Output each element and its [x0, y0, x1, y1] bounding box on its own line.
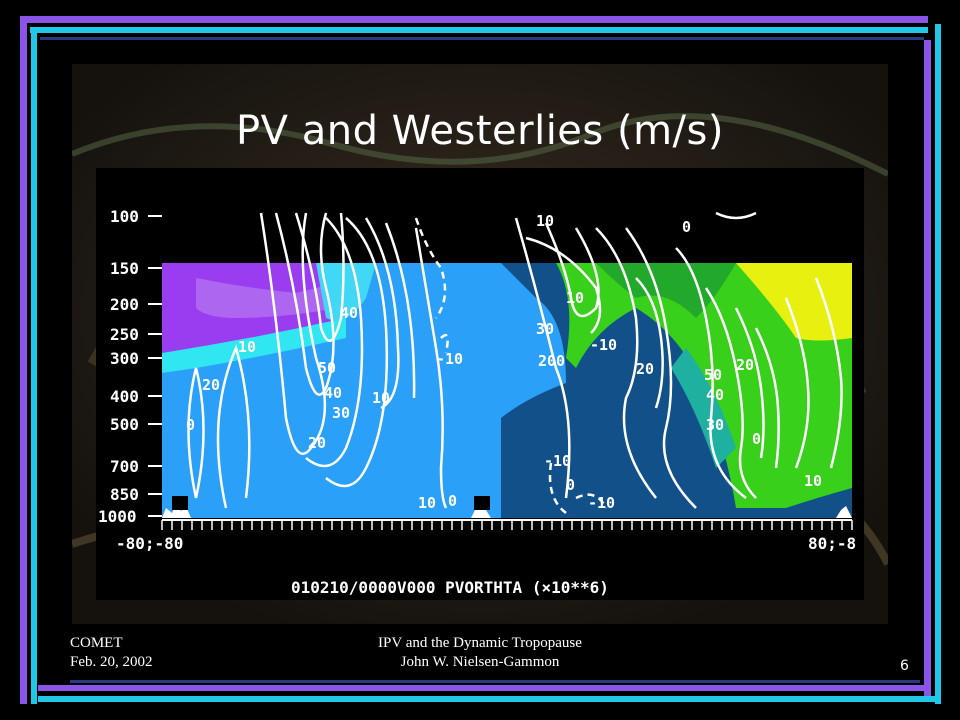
contour-label: 10	[566, 289, 584, 307]
contour-label: 0	[682, 218, 691, 236]
contour-label: 200	[538, 352, 565, 370]
pressure-tick-label: 150	[110, 259, 139, 278]
slide-title: PV and Westerlies (m/s)	[236, 108, 724, 154]
contour-label: 20	[736, 356, 754, 374]
pressure-tick-label: 300	[110, 349, 139, 368]
pressure-tick-label: 250	[110, 325, 139, 344]
contour-label: 0	[752, 430, 761, 448]
pressure-tick-label: 1000	[98, 507, 137, 526]
pressure-tick-label: 700	[110, 457, 139, 476]
contour-label: 20	[308, 434, 326, 452]
pv-field-lavender	[196, 278, 336, 318]
contour-label: 10	[372, 389, 390, 407]
contour-label: 20	[636, 360, 654, 378]
frame-bar-bottom-purple	[38, 685, 928, 691]
contour-label: 10	[804, 472, 822, 490]
contour-label: 20	[202, 376, 220, 394]
contour-label: 30	[706, 416, 724, 434]
footer-date: Feb. 20, 2002	[70, 654, 153, 670]
pressure-tick-label: 400	[110, 387, 139, 406]
contour-label: 40	[340, 304, 358, 322]
x-tick-label-left: -80;-80	[116, 534, 183, 553]
contour-label: 10	[536, 212, 554, 230]
frame-bar-bottom-cyan	[38, 696, 940, 702]
page-number: 6	[900, 658, 909, 674]
contour-label: -10	[588, 494, 615, 512]
contour-label: -10	[590, 336, 617, 354]
pv-field-green-dark	[596, 263, 736, 318]
plot-caption: 010210/0000V000 PVORTHTA (×10**6)	[291, 578, 609, 597]
contour-label: 0	[186, 416, 195, 434]
footer-author: John W. Nielsen-Gammon	[400, 654, 560, 670]
footer-left: COMET Feb. 20, 2002	[70, 634, 153, 672]
pressure-tick-label: 850	[110, 485, 139, 504]
pressure-tick-label: 200	[110, 295, 139, 314]
contour-label: 40	[324, 384, 342, 402]
cross-section-plot: 100 150 200 250 300 400 500 700 850 1000…	[96, 168, 864, 600]
contour-label: 10	[238, 338, 256, 356]
frame-bar-left-purple	[20, 16, 27, 704]
frame-bar-top-purple	[20, 16, 928, 23]
pressure-tick-label: 100	[110, 207, 139, 226]
contour-label: 10	[418, 494, 436, 512]
x-tick-label-right: 80;-8	[808, 534, 856, 553]
contour-label: 0	[448, 492, 457, 510]
contour-label: 50	[318, 359, 336, 377]
pv-field-teal	[671, 348, 736, 468]
frame-bar-bottom-dark	[70, 680, 920, 683]
contour-label: -10	[436, 350, 463, 368]
contour-label: 40	[706, 386, 724, 404]
pressure-tick-label: 500	[110, 415, 139, 434]
pv-field-yellow	[736, 263, 852, 341]
contour-label: 30	[536, 320, 554, 338]
frame-bar-top-cyan	[30, 27, 928, 33]
contour-label: 30	[332, 404, 350, 422]
contour-label: 0	[566, 476, 575, 494]
footer-center: IPV and the Dynamic Tropopause John W. N…	[330, 634, 630, 672]
footer-organization: COMET	[70, 635, 123, 651]
contour-label: -10	[544, 452, 571, 470]
footer-presentation-title: IPV and the Dynamic Tropopause	[378, 635, 582, 651]
frame-bar-left-cyan	[31, 28, 37, 704]
contour-label: 50	[704, 366, 722, 384]
frame-bar-right-cyan	[935, 24, 941, 704]
frame-bar-top-dark	[40, 37, 924, 40]
frame-bar-right-purple	[924, 40, 931, 700]
